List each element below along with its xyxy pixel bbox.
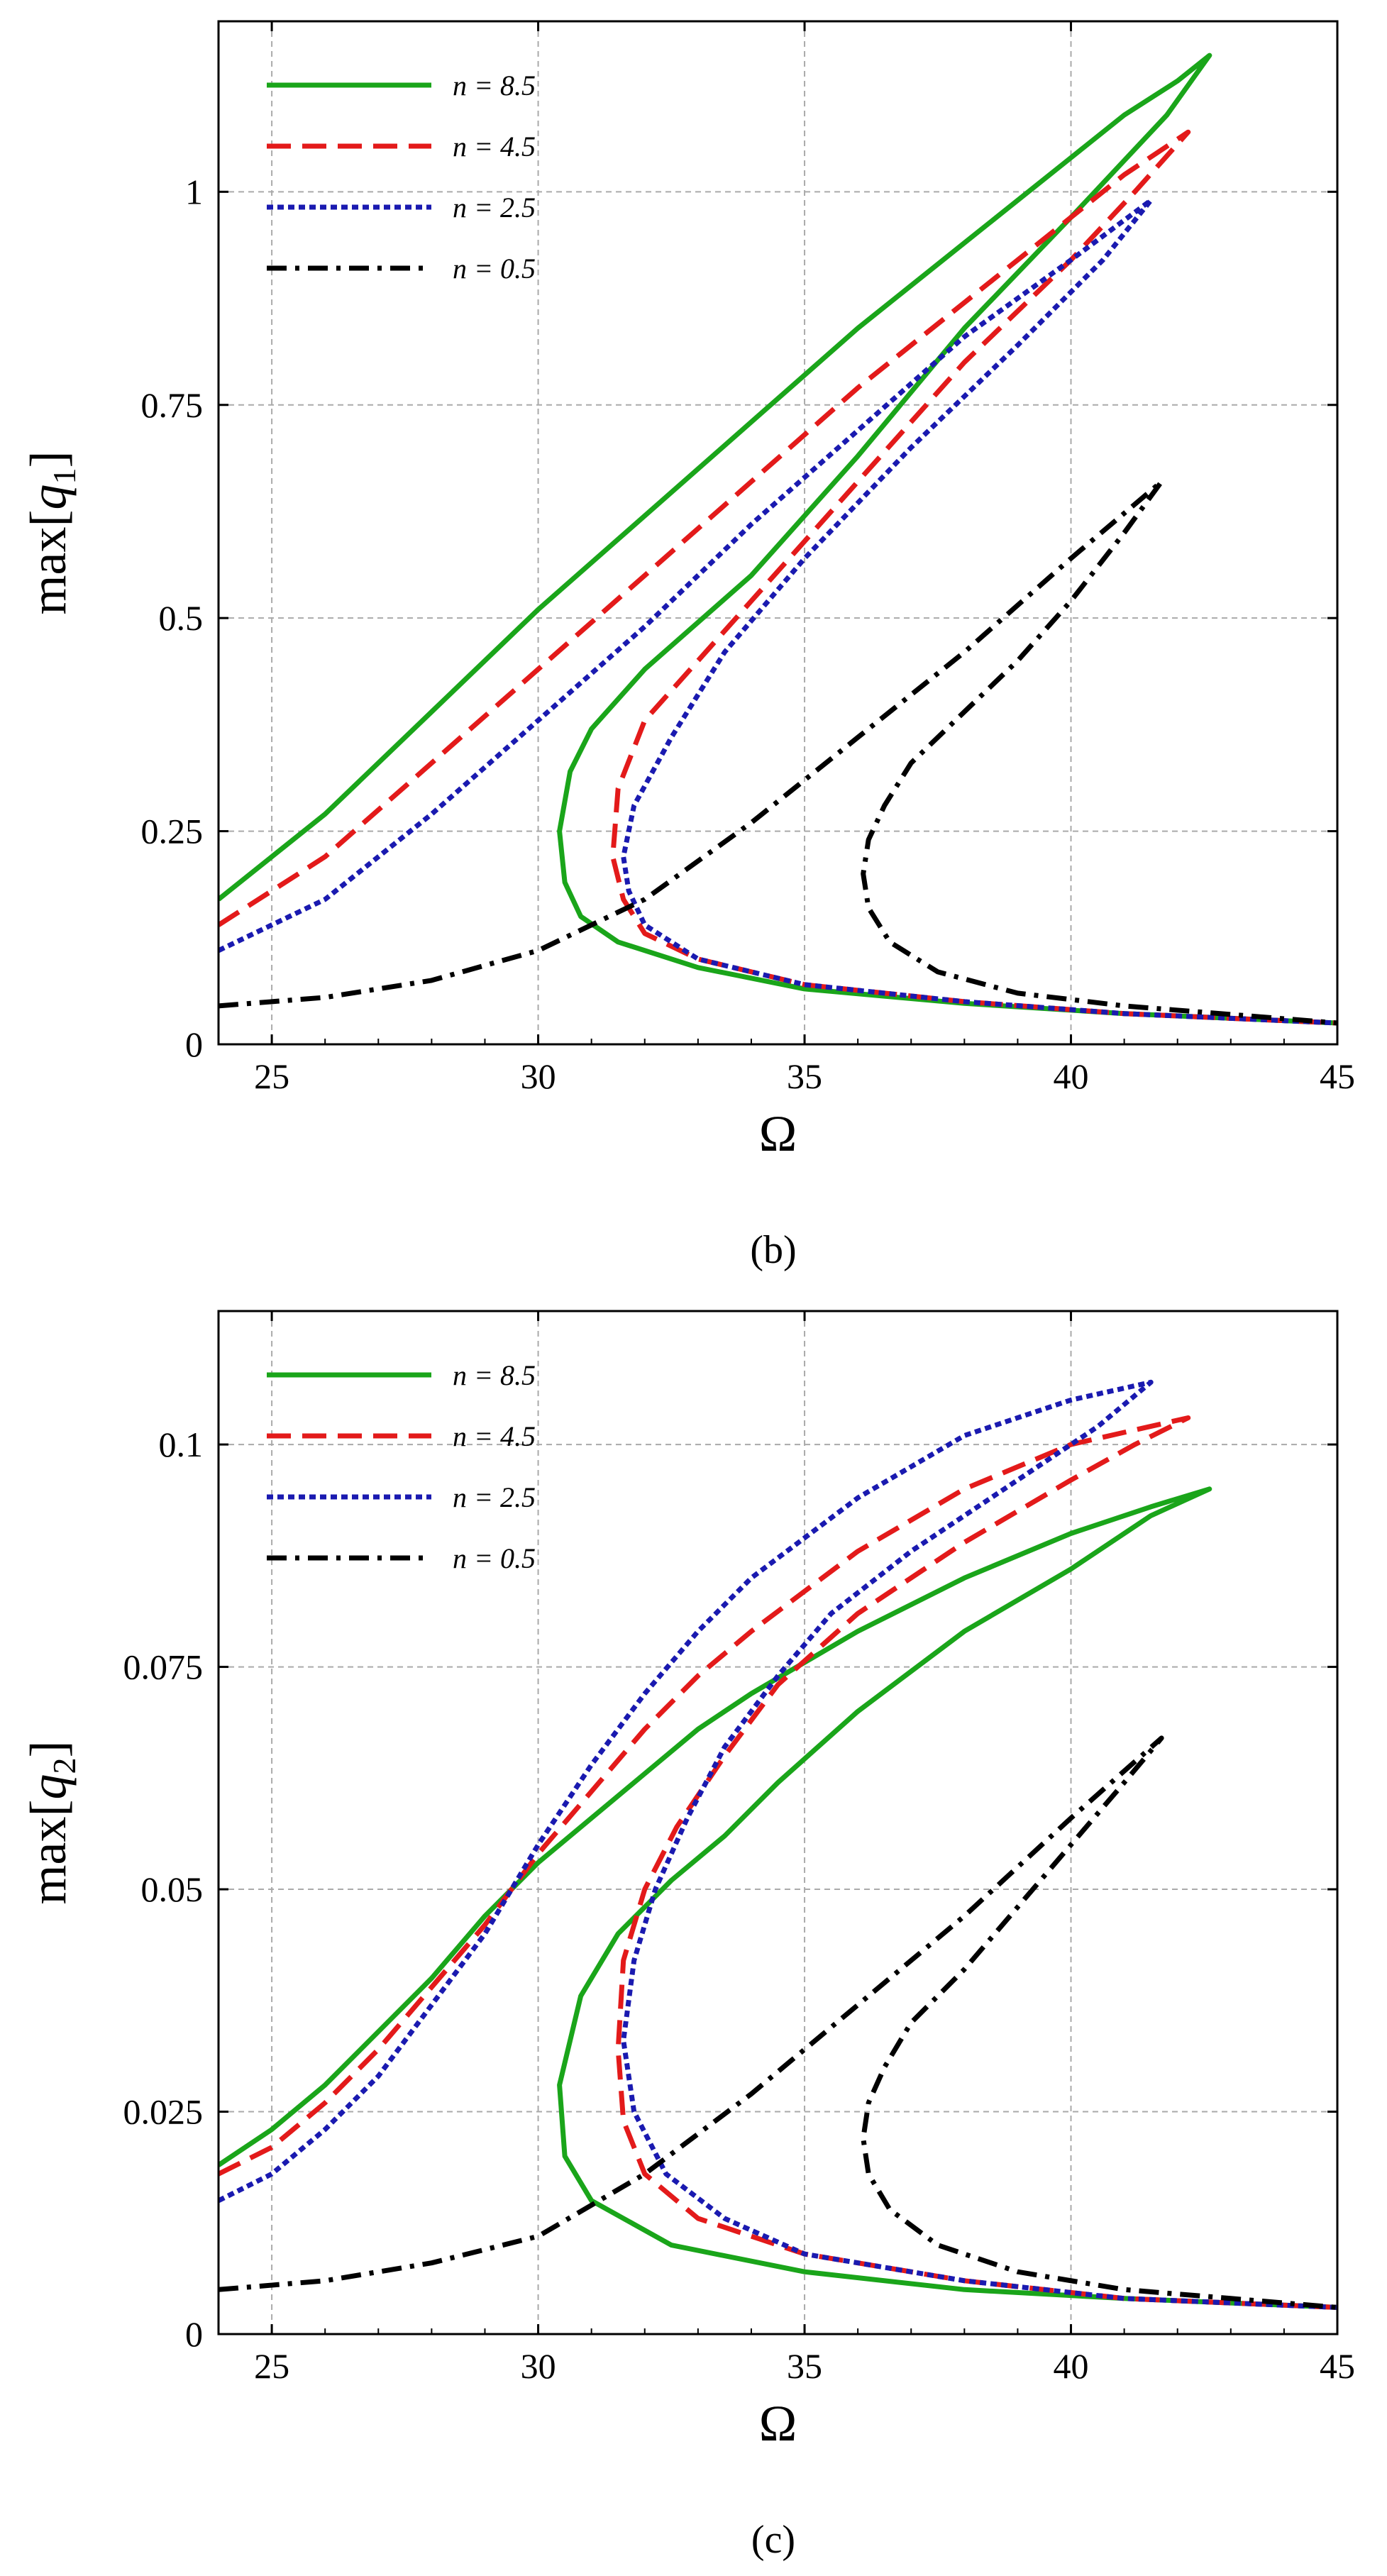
- y-tick-label: 0.075: [123, 1647, 204, 1687]
- x-axis-title: Ω: [759, 1105, 797, 1162]
- x-tick-label: 25: [254, 2346, 289, 2386]
- series-line-1: [219, 52, 1337, 1026]
- legend-label-4: n = 0.5: [453, 253, 536, 284]
- y-tick-label: 1: [185, 172, 203, 211]
- series-line-2: [219, 129, 1337, 1026]
- x-tick-label: 35: [787, 2346, 822, 2386]
- y-axis-title: max[q1]: [20, 451, 82, 615]
- y-tick-label: 0.025: [123, 2092, 204, 2132]
- plot-frame: [217, 1310, 1339, 2335]
- legend-label-1: n = 8.5: [453, 70, 536, 101]
- legend-label-3: n = 2.5: [453, 1481, 536, 1513]
- legend-label-4: n = 0.5: [453, 1542, 536, 1574]
- legend: n = 8.5 n = 4.5 n = 2.5 n = 0.5: [267, 1359, 536, 1574]
- y-tick-label: 0.05: [141, 1869, 204, 1909]
- x-tick-label: 30: [521, 2346, 556, 2386]
- y-tick-label: 0.25: [141, 812, 204, 851]
- y-tick-label: 0.1: [159, 1425, 204, 1464]
- y-tick-label: 0: [185, 2314, 203, 2354]
- legend: n = 8.5 n = 4.5 n = 2.5 n = 0.5: [267, 70, 536, 284]
- x-tick-label: 40: [1054, 1056, 1089, 1096]
- y-tick-label: 0.5: [159, 598, 204, 638]
- series-line-4: [219, 1735, 1337, 2310]
- x-tick-label: 45: [1320, 2346, 1355, 2386]
- panel-caption: (b): [750, 1228, 796, 1272]
- x-tick-label: 45: [1320, 1056, 1355, 1096]
- y-tick-label: 0.75: [141, 385, 204, 425]
- x-tick-label: 30: [521, 1056, 556, 1096]
- y-axis-title: max[q2]: [20, 1741, 82, 1905]
- legend-label-2: n = 4.5: [453, 131, 536, 162]
- legend-label-2: n = 4.5: [453, 1420, 536, 1452]
- series-line-3: [219, 197, 1337, 1026]
- x-tick-label: 35: [787, 1056, 822, 1096]
- x-axis-title: Ω: [759, 2395, 797, 2452]
- x-tick-label: 40: [1054, 2346, 1089, 2386]
- legend-label-3: n = 2.5: [453, 192, 536, 223]
- legend-label-1: n = 8.5: [453, 1359, 536, 1391]
- series-line-4: [219, 479, 1337, 1026]
- plot-frame: [217, 20, 1339, 1046]
- y-tick-label: 0: [185, 1024, 203, 1064]
- x-tick-label: 25: [254, 1056, 289, 1096]
- panel-caption: (c): [751, 2518, 795, 2562]
- series-line-2: [219, 1415, 1337, 2310]
